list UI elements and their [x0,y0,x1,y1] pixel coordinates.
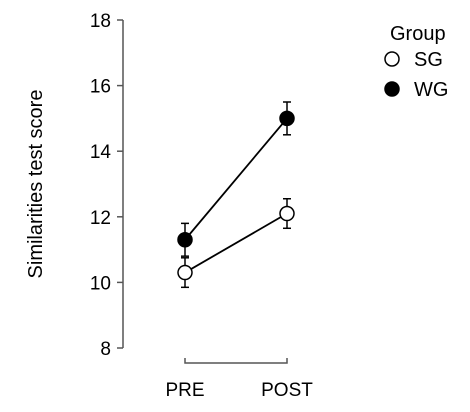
legend-title: Group [390,23,446,45]
y-tick-label: 12 [90,208,111,229]
legend-marker-sg [384,51,400,67]
data-point-sg [177,264,193,281]
x-tick-label: PRE [165,380,204,401]
legend: Group SG WG [384,23,448,101]
y-axis-label: Similarities test score [25,90,47,279]
y-tick-label: 16 [90,77,111,98]
y-axis-ticks: 8 10 12 14 16 18 [90,11,123,360]
y-tick-label: 8 [100,339,111,360]
data-point-wg [279,110,295,127]
series-line-sg [184,212,288,274]
legend-marker-wg [384,81,400,97]
legend-label: WG [414,79,448,101]
x-axis-ticks: PRE POST [165,380,313,401]
data-point-sg [279,205,295,222]
y-tick-label: 10 [90,273,111,294]
x-tick-label: POST [261,380,313,401]
data-point-wg [177,232,193,248]
plot-area [177,101,295,289]
series-line-wg [184,117,288,241]
x-axis-line [184,358,288,364]
legend-label: SG [414,49,443,71]
y-tick-label: 18 [90,11,111,32]
y-tick-label: 14 [90,142,112,163]
